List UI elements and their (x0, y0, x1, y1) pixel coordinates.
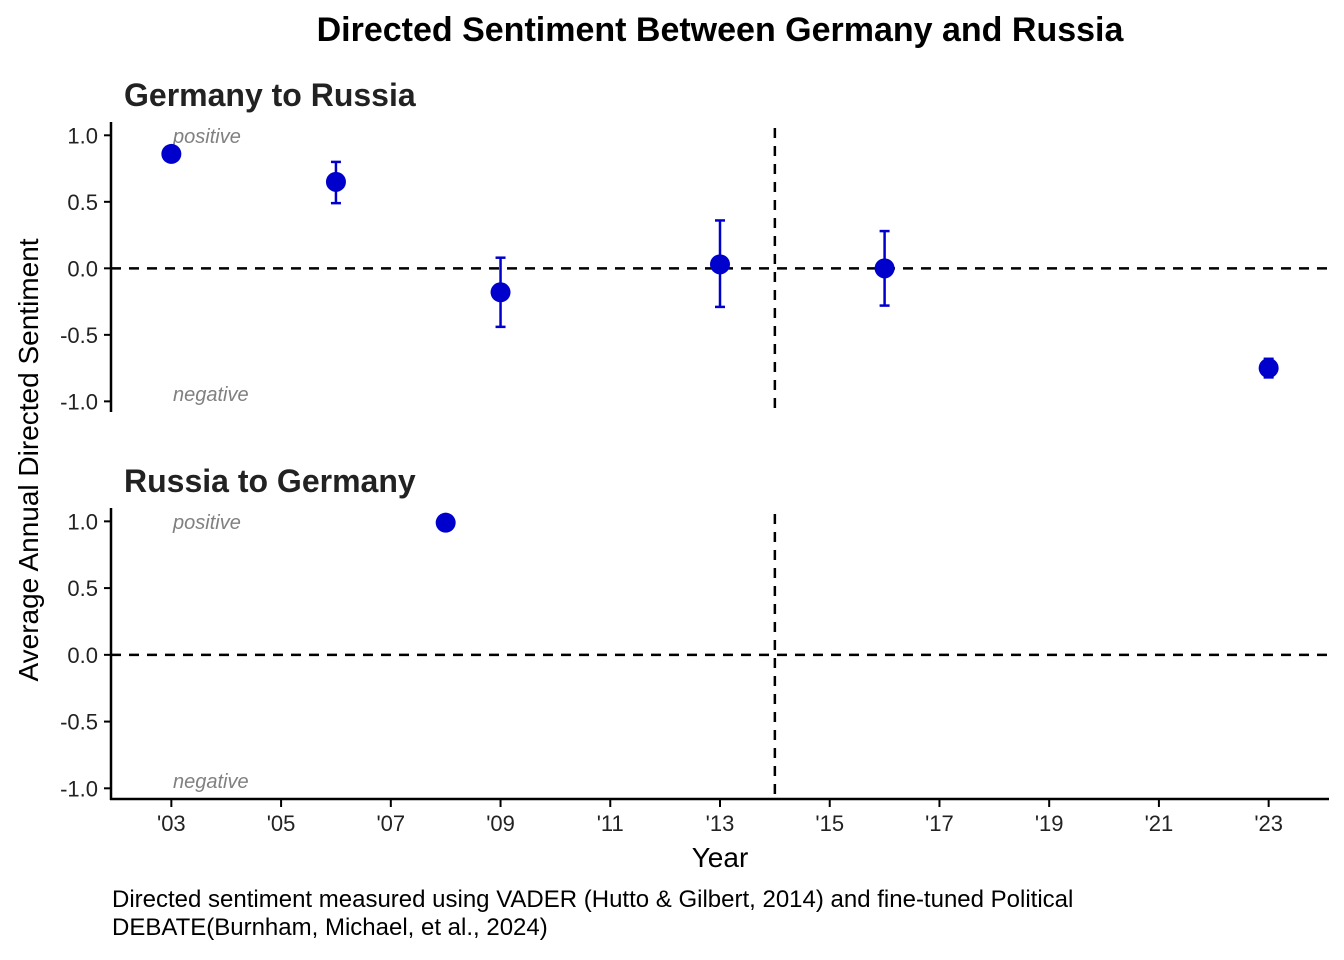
panel-1-reference-lines (111, 128, 1329, 412)
y-tick-label: 0.5 (67, 190, 98, 215)
panel-1-negative-annotation: negative (173, 384, 249, 406)
panel-germany-to-russia: Germany to Russia 1.0 0.5 0.0 -0.5 -1.0 posi… (60, 77, 1329, 414)
data-point (1258, 358, 1279, 379)
data-point (490, 282, 511, 303)
panel-1-positive-annotation: positive (172, 126, 241, 148)
x-tick-label: '11 (597, 811, 624, 836)
x-tick-label: '05 (267, 811, 296, 836)
panel-1-points (161, 143, 1279, 379)
data-point (435, 512, 456, 533)
x-axis-label: Year (692, 842, 749, 873)
panel-2-reference-lines (111, 514, 1329, 799)
chart-title: Directed Sentiment Between Germany and R… (317, 11, 1125, 49)
x-tick-label: '13 (706, 811, 735, 836)
y-tick-label: -1.0 (60, 389, 98, 414)
y-tick-label: -0.5 (60, 323, 98, 348)
panel-russia-to-germany: Russia to Germany 1.0 0.5 0.0 -0.5 -1.0 posi… (60, 463, 1329, 836)
y-tick-label: 1.0 (67, 509, 98, 534)
x-tick-label: '03 (157, 811, 186, 836)
chart-caption: Directed sentiment measured using VADER … (112, 886, 1074, 941)
x-tick-label: '23 (1254, 811, 1283, 836)
x-tick-label: '07 (376, 811, 405, 836)
panel-title-germany-to-russia: Germany to Russia (124, 77, 416, 113)
y-tick-label: 1.0 (67, 123, 98, 148)
data-point (710, 254, 730, 275)
x-tick-label: '15 (815, 811, 844, 836)
data-point (874, 258, 895, 279)
y-tick-label: 0.5 (67, 576, 98, 601)
x-tick-label: '17 (925, 811, 954, 836)
panel-2-positive-annotation: positive (172, 512, 241, 534)
panel-2-y-ticks: 1.0 0.5 0.0 -0.5 -1.0 (60, 509, 111, 801)
y-tick-label: -0.5 (60, 710, 98, 735)
y-axis-label: Average Annual Directed Sentiment (13, 238, 44, 681)
panel-2-negative-annotation: negative (173, 771, 249, 793)
x-axis-ticks: '03 '05 '07 '09 '11 '13 '15 '17 '19 '21 '23 (157, 799, 1283, 836)
x-tick-label: '21 (1145, 811, 1174, 836)
panel-2-points (435, 512, 456, 533)
y-tick-label: 0.0 (67, 643, 98, 668)
panel-1-y-ticks: 1.0 0.5 0.0 -0.5 -1.0 (60, 123, 111, 414)
data-point (325, 171, 346, 192)
data-point (161, 143, 182, 164)
x-tick-label: '09 (486, 811, 515, 836)
y-tick-label: -1.0 (60, 776, 98, 801)
y-tick-label: 0.0 (67, 256, 98, 281)
panel-title-russia-to-germany: Russia to Germany (124, 463, 416, 499)
x-tick-label: '19 (1035, 811, 1064, 836)
